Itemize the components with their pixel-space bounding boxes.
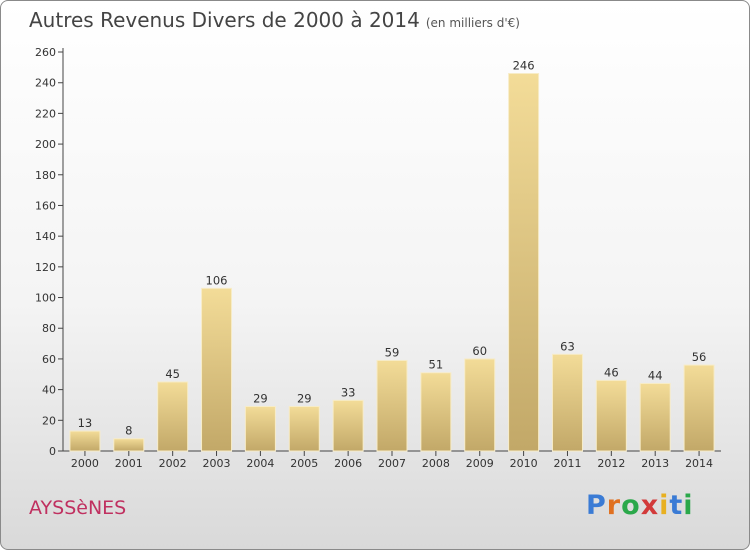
y-tick-label-140: 140 bbox=[35, 230, 56, 243]
logo-letter: t bbox=[669, 490, 684, 521]
bar-2007 bbox=[376, 359, 408, 452]
bar-2013 bbox=[639, 382, 671, 452]
bar-2004 bbox=[244, 405, 276, 452]
logo-letter: x bbox=[640, 490, 660, 521]
value-label-2002: 45 bbox=[165, 367, 180, 381]
chart-title: Autres Revenus Divers de 2000 à 2014 (en … bbox=[29, 8, 520, 32]
value-label-2013: 44 bbox=[648, 368, 663, 382]
proxiti-logo[interactable]: Proxiti bbox=[586, 490, 694, 521]
value-label-2006: 33 bbox=[341, 385, 356, 399]
bar-2010 bbox=[508, 72, 540, 452]
y-tick-label-80: 80 bbox=[42, 322, 56, 335]
bar-2006 bbox=[332, 399, 364, 452]
value-label-2012: 46 bbox=[604, 365, 619, 379]
y-tick-label-0: 0 bbox=[49, 445, 56, 458]
value-label-2011: 63 bbox=[560, 339, 575, 353]
y-tick-label-20: 20 bbox=[42, 414, 56, 427]
x-tick-label-2013: 2013 bbox=[641, 457, 669, 470]
value-label-2004: 29 bbox=[253, 391, 268, 405]
y-tick-label-200: 200 bbox=[35, 138, 56, 151]
value-label-2009: 60 bbox=[472, 344, 487, 358]
y-tick-label-260: 260 bbox=[35, 46, 56, 59]
y-tick-label-160: 160 bbox=[35, 199, 56, 212]
commune-name: AYSSèNES bbox=[29, 497, 127, 519]
y-tick-label-100: 100 bbox=[35, 292, 56, 305]
value-label-2001: 8 bbox=[125, 424, 132, 438]
x-tick-label-2005: 2005 bbox=[290, 457, 318, 470]
x-tick-label-2012: 2012 bbox=[597, 457, 625, 470]
y-tick-label-220: 220 bbox=[35, 107, 56, 120]
x-tick-label-2002: 2002 bbox=[159, 457, 187, 470]
logo-letter: r bbox=[606, 490, 622, 521]
bar-2009 bbox=[464, 358, 496, 452]
value-label-2000: 13 bbox=[78, 416, 93, 430]
logo-letter: i bbox=[659, 490, 670, 521]
x-tick-label-2014: 2014 bbox=[685, 457, 713, 470]
x-tick-label-2004: 2004 bbox=[246, 457, 274, 470]
x-tick-label-2008: 2008 bbox=[422, 457, 450, 470]
y-tick-label-120: 120 bbox=[35, 261, 56, 274]
bar-2003 bbox=[201, 287, 233, 452]
value-label-2010: 246 bbox=[513, 58, 535, 72]
bar-2014 bbox=[683, 364, 715, 452]
y-tick-label-240: 240 bbox=[35, 77, 56, 90]
x-tick-label-2007: 2007 bbox=[378, 457, 406, 470]
x-tick-label-2003: 2003 bbox=[203, 457, 231, 470]
y-tick-label-60: 60 bbox=[42, 353, 56, 366]
x-tick-label-2000: 2000 bbox=[71, 457, 99, 470]
x-tick-label-2010: 2010 bbox=[510, 457, 538, 470]
chart-subtitle: (en milliers d'€) bbox=[425, 16, 520, 30]
x-tick-label-2006: 2006 bbox=[334, 457, 362, 470]
bar-2000 bbox=[69, 430, 101, 452]
logo-letter: P bbox=[586, 490, 607, 521]
logo-letter: o bbox=[621, 490, 641, 521]
bar-2001 bbox=[113, 438, 145, 452]
y-tick-label-40: 40 bbox=[42, 384, 56, 397]
value-label-2003: 106 bbox=[206, 273, 228, 287]
logo-letter: i bbox=[683, 490, 694, 521]
x-tick-label-2001: 2001 bbox=[115, 457, 143, 470]
title-text: Autres Revenus Divers de 2000 à 2014 bbox=[29, 8, 420, 32]
y-tick-label-180: 180 bbox=[35, 169, 56, 182]
bar-2012 bbox=[595, 379, 627, 452]
value-label-2014: 56 bbox=[692, 350, 707, 364]
value-label-2007: 59 bbox=[385, 345, 400, 359]
bar-2011 bbox=[551, 353, 583, 452]
bar-2008 bbox=[420, 372, 452, 452]
value-label-2008: 51 bbox=[429, 358, 444, 372]
bar-2005 bbox=[288, 405, 320, 452]
x-tick-label-2009: 2009 bbox=[466, 457, 494, 470]
value-label-2005: 29 bbox=[297, 391, 312, 405]
bar-2002 bbox=[157, 381, 189, 452]
x-tick-label-2011: 2011 bbox=[553, 457, 581, 470]
